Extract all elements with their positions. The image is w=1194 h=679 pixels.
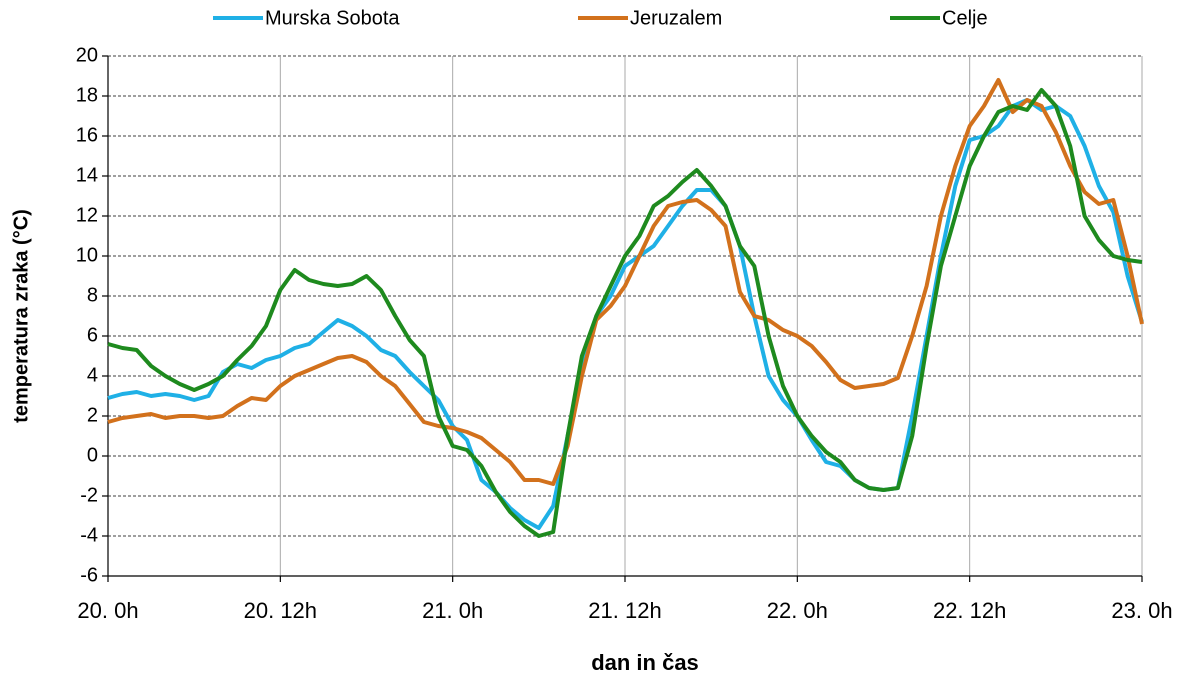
y-tick-label: 4 — [87, 364, 98, 386]
y-tick-label: 18 — [76, 84, 98, 106]
y-tick-label: 16 — [76, 124, 98, 146]
legend-label: Celje — [942, 7, 988, 29]
y-tick-label: -4 — [80, 524, 98, 546]
series-line — [107, 88, 1143, 538]
x-tick-label: 22. 12h — [933, 598, 1006, 623]
y-tick-label: 0 — [87, 444, 98, 466]
x-tick-label: 20. 0h — [77, 598, 138, 623]
y-tick-label: 12 — [76, 204, 98, 226]
series-line — [107, 78, 1144, 486]
x-tick-label: 21. 0h — [422, 598, 483, 623]
legend-label: Jeruzalem — [630, 7, 722, 29]
y-tick-label: -2 — [80, 484, 98, 506]
series-line — [107, 98, 1144, 530]
y-axis-label: temperatura zraka (°C) — [10, 209, 32, 423]
legend-label: Murska Sobota — [265, 7, 400, 29]
y-tick-label: 10 — [76, 244, 98, 266]
x-tick-label: 21. 12h — [588, 598, 661, 623]
x-tick-label: 23. 0h — [1111, 598, 1172, 623]
y-tick-label: 20 — [76, 44, 98, 66]
y-tick-label: 2 — [87, 404, 98, 426]
y-tick-label: 14 — [76, 164, 98, 186]
y-tick-label: -6 — [80, 564, 98, 586]
x-tick-label: 22. 0h — [767, 598, 828, 623]
x-tick-label: 20. 12h — [244, 598, 317, 623]
x-axis-label: dan in čas — [591, 650, 699, 675]
y-tick-label: 6 — [87, 324, 98, 346]
y-tick-label: 8 — [87, 284, 98, 306]
